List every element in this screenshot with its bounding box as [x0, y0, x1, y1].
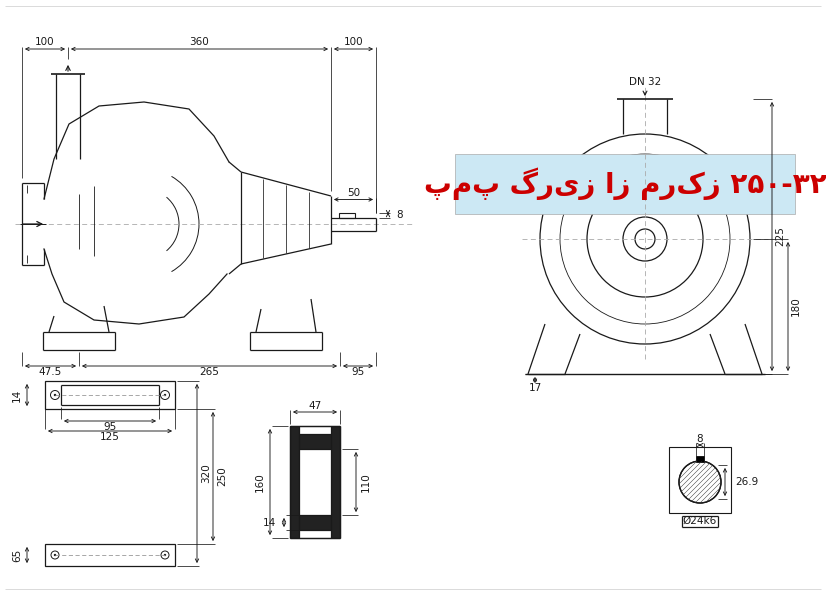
Text: 14: 14: [12, 388, 22, 402]
Text: 14: 14: [263, 517, 276, 527]
Text: 50: 50: [347, 188, 360, 198]
Bar: [45, 544, 175, 566]
Circle shape: [164, 394, 166, 396]
Circle shape: [54, 394, 56, 396]
Bar: [331, 426, 340, 538]
Bar: [290, 426, 299, 538]
Text: 360: 360: [190, 37, 209, 47]
Circle shape: [164, 554, 166, 556]
Text: 47.5: 47.5: [39, 367, 62, 377]
Text: 320: 320: [201, 464, 211, 484]
Text: 265: 265: [200, 367, 220, 377]
Text: 125: 125: [100, 432, 120, 442]
Bar: [339, 213, 355, 217]
Text: 47: 47: [308, 401, 321, 411]
Bar: [299, 434, 331, 449]
Text: پمپ گریز از مرکز ۲۵۰-۳۲: پمپ گریز از مرکز ۲۵۰-۳۲: [424, 168, 826, 200]
Text: 100: 100: [344, 37, 363, 47]
Text: 8: 8: [696, 434, 703, 444]
Bar: [696, 456, 704, 462]
Circle shape: [679, 461, 721, 503]
Text: 180: 180: [791, 296, 801, 317]
Text: 160: 160: [255, 472, 265, 492]
Text: 26.9: 26.9: [735, 477, 758, 487]
Text: 17: 17: [529, 383, 542, 393]
Text: 95: 95: [103, 422, 116, 432]
Text: 110: 110: [361, 472, 371, 492]
Text: DN 32: DN 32: [629, 77, 661, 87]
Text: 95: 95: [351, 367, 364, 377]
Text: 8: 8: [396, 210, 402, 220]
Text: 65: 65: [12, 548, 22, 561]
Bar: [299, 515, 331, 530]
Text: 250: 250: [217, 467, 227, 486]
Text: 100: 100: [36, 37, 55, 47]
Text: Ø24k6: Ø24k6: [683, 516, 717, 526]
Text: 225: 225: [775, 226, 785, 247]
Circle shape: [54, 554, 56, 556]
Bar: [455, 154, 795, 214]
Bar: [669, 447, 731, 513]
Bar: [45, 381, 175, 409]
